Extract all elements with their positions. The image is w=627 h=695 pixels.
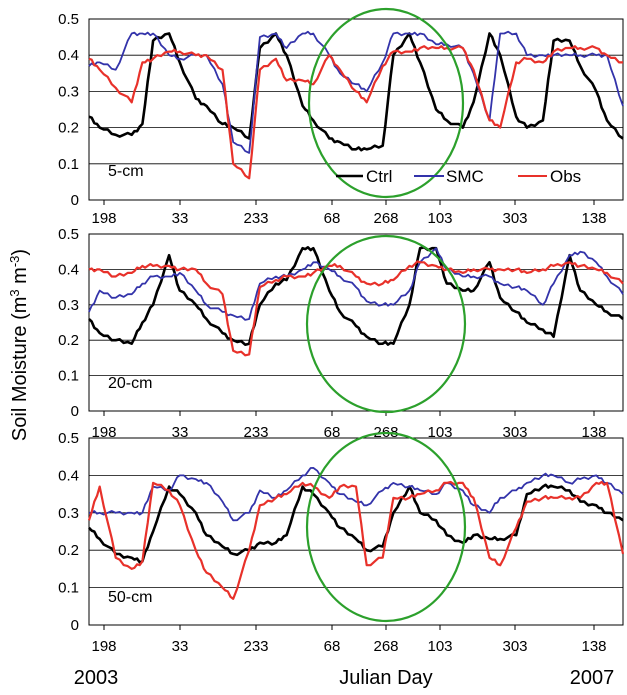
year-end-label: 2007: [570, 667, 615, 689]
plot-frame: [88, 233, 624, 412]
y-tick-label: 0.3: [58, 83, 79, 100]
x-tick-label: 268: [373, 638, 398, 655]
y-axis-label: Soil Moisture (m3 m-3): [7, 249, 32, 441]
legend-ctrl-label: Ctrl: [366, 167, 392, 186]
x-tick-label: 138: [581, 638, 606, 655]
y-tick-label: 0.2: [58, 332, 79, 349]
x-tick-label: 33: [172, 638, 189, 655]
panel-50cm: 0 0.1 0.2 0.3 0.4 0.5 198 33 233 68 268 103 303 138 50…: [58, 430, 625, 655]
x-tick-label: 103: [427, 424, 452, 441]
highlight-ellipse: [305, 431, 467, 623]
x-axis-label: Julian Day: [339, 667, 432, 689]
series-line-smc: [88, 247, 624, 321]
y-tick-label: 0.1: [58, 580, 79, 597]
depth-label: 50-cm: [108, 589, 152, 606]
series-line-obs: [88, 260, 624, 357]
x-tick-label: 68: [324, 210, 341, 227]
x-tick-label: 138: [581, 424, 606, 441]
panel-5cm: 0 0.1 0.2 0.3 0.4 0.5 198 33 233 68 268 103 303 138 5-…: [58, 7, 624, 227]
y-tick-label: 0.5: [58, 226, 79, 243]
y-tick-label: 0.5: [58, 430, 79, 447]
x-tick-label: 68: [324, 638, 341, 655]
series-line-smc: [89, 467, 624, 522]
y-tick-label: 0.3: [58, 297, 79, 314]
year-start-label: 2003: [74, 667, 119, 689]
x-tick-label: 303: [502, 638, 527, 655]
y-tick-label: 0.3: [58, 505, 79, 522]
y-tick-label: 0.4: [58, 467, 79, 484]
series-line-obs: [87, 480, 625, 600]
x-tick-label: 198: [91, 210, 116, 227]
x-tick-label: 138: [581, 210, 606, 227]
x-tick-label: 103: [427, 638, 452, 655]
x-tick-label: 233: [243, 424, 268, 441]
x-tick-label: 233: [243, 210, 268, 227]
depth-label: 5-cm: [108, 163, 144, 180]
x-tick-label: 198: [91, 638, 116, 655]
legend: Ctrl SMC Obs: [336, 167, 581, 186]
x-tick-label: 103: [427, 210, 452, 227]
y-tick-label: 0.4: [58, 261, 79, 278]
y-tick-label: 0: [71, 192, 79, 209]
x-tick-label: 268: [373, 210, 398, 227]
x-tick-label: 33: [172, 424, 189, 441]
y-tick-label: 0.1: [58, 368, 79, 385]
y-tick-label: 0.4: [58, 47, 79, 64]
highlight-ellipse: [305, 234, 467, 414]
x-tick-label: 33: [172, 210, 189, 227]
x-tick-label: 198: [91, 424, 116, 441]
series-line-smc: [88, 30, 624, 154]
y-tick-label: 0.1: [58, 156, 79, 173]
y-tick-label: 0: [71, 403, 79, 420]
highlight-ellipse: [307, 7, 465, 199]
series-line-ctrl: [88, 483, 624, 564]
plot-frame: [88, 437, 624, 626]
y-tick-label: 0.2: [58, 542, 79, 559]
x-tick-label: 68: [324, 424, 341, 441]
x-tick-label: 233: [243, 638, 268, 655]
depth-label: 20-cm: [108, 375, 152, 392]
series-line-obs: [88, 45, 623, 180]
plot-frame: [88, 18, 624, 201]
y-tick-label: 0: [71, 617, 79, 634]
y-tick-label: 0.5: [58, 11, 79, 28]
legend-obs-label: Obs: [550, 167, 581, 186]
series-line-ctrl: [88, 246, 624, 346]
y-tick-label: 0.2: [58, 120, 79, 137]
legend-smc-label: SMC: [446, 167, 484, 186]
x-tick-label: 303: [502, 210, 527, 227]
x-tick-label: 303: [502, 424, 527, 441]
